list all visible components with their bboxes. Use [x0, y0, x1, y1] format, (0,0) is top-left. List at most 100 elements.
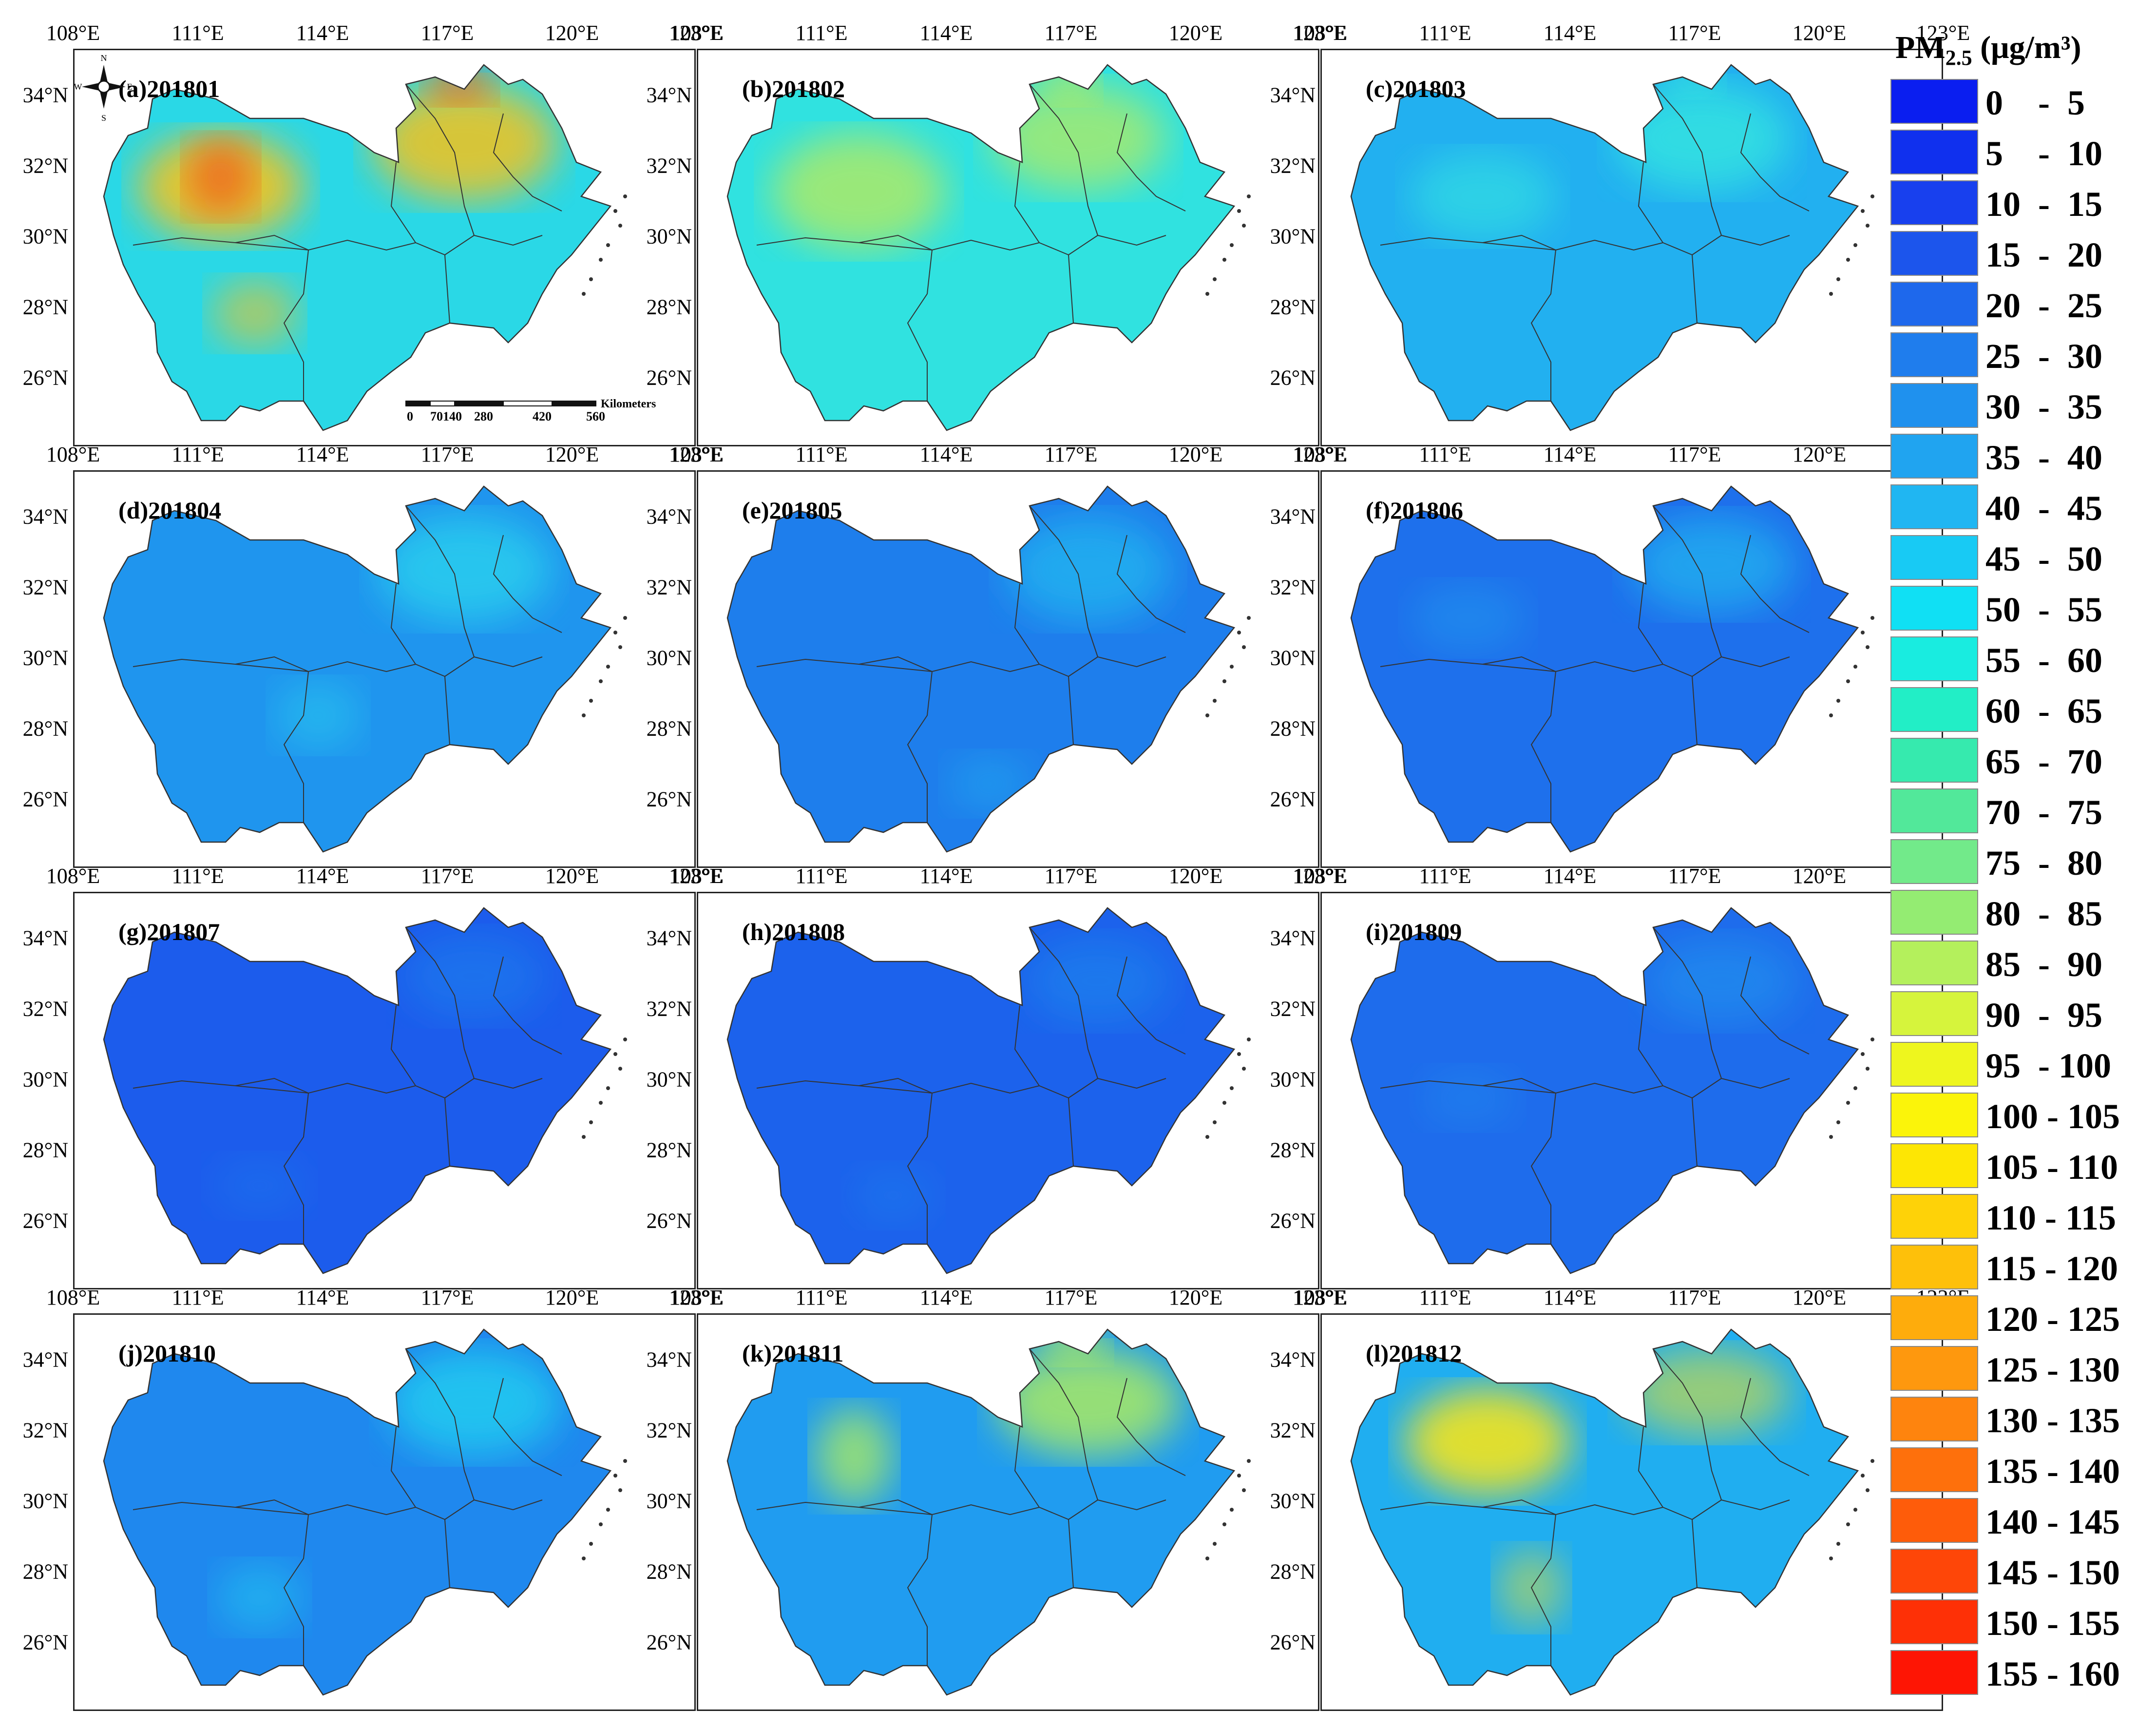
island-mark [1213, 277, 1217, 281]
lon-tick-label: 108°E [1293, 442, 1348, 466]
legend-item: 135 - 140 [1890, 1446, 2144, 1493]
legend-swatch [1890, 941, 1978, 985]
island-mark [618, 1067, 622, 1071]
pm25-hotspot [216, 1563, 304, 1632]
island-mark [1242, 1067, 1246, 1071]
legend-item: 10 - 15 [1890, 179, 2144, 226]
island-mark [582, 1135, 586, 1139]
island-mark [599, 679, 603, 683]
pm25-hotspot [1025, 937, 1171, 1025]
pm25-hotspot [377, 516, 552, 623]
legend-label: 95 - 100 [1985, 1046, 2111, 1085]
province-border [907, 1514, 933, 1666]
legend-swatch [1890, 1042, 1978, 1087]
map-svg [726, 485, 1251, 853]
island-mark [1866, 1488, 1870, 1492]
legend-swatch [1890, 586, 1978, 631]
lon-tick-label: 120°E [1168, 1286, 1223, 1309]
panel-label: (l)201812 [1366, 1340, 1462, 1367]
island-mark [1237, 209, 1241, 213]
legend-item: 100 - 105 [1890, 1092, 2144, 1138]
legend-label: 110 - 115 [1985, 1198, 2117, 1237]
island-mark [1222, 679, 1226, 683]
lon-tick-label: 117°E [1668, 21, 1721, 45]
island-mark [1866, 224, 1870, 228]
map-panel: (h)201808 [697, 892, 1319, 1289]
region-outline [1350, 1328, 1859, 1696]
pm25-surface [104, 1329, 611, 1695]
lat-tick-label: 34°N [22, 1347, 68, 1372]
lon-tick-label: 117°E [1668, 442, 1721, 466]
island-mark [1836, 1120, 1840, 1124]
island-mark [1247, 1459, 1251, 1463]
pm25-surface [1351, 486, 1858, 852]
province-border [1482, 1082, 1693, 1098]
island-mark [623, 194, 627, 198]
legend-label: 135 - 140 [1985, 1452, 2120, 1491]
province-border [1116, 113, 1186, 211]
lat-tick-label: 34°N [22, 504, 68, 529]
lat-tick-label: 34°N [1270, 926, 1316, 950]
island-mark [1247, 616, 1251, 620]
island-mark [1846, 679, 1850, 683]
lon-axis: 108°E 111°E 114°E 117°E 120°E 123°E [46, 864, 726, 893]
lon-axis: 108°E 111°E 114°E 117°E 120°E 123°E [670, 1285, 1350, 1314]
pm25-surface [727, 486, 1234, 852]
legend-item: 120 - 125 [1890, 1294, 2144, 1341]
province-border [283, 250, 309, 401]
province-border [1068, 1097, 1074, 1167]
pm25-hotspot [401, 932, 547, 1020]
island-mark [1213, 1542, 1217, 1546]
pm25-hotspot [1643, 937, 1799, 1025]
map-panel: (e)201805 [697, 470, 1319, 868]
legend-swatch [1890, 1295, 1978, 1340]
pm25-surface [727, 1329, 1234, 1695]
pm25-hotspot [1410, 584, 1526, 652]
lat-tick-label: 30°N [1270, 1067, 1316, 1092]
panel-label: (b)201802 [742, 75, 845, 102]
pm25-hotspot [1614, 84, 1790, 192]
compass-e: E [127, 82, 133, 92]
legend-item: 115 - 120 [1890, 1244, 2144, 1290]
scale-unit-label: Kilometers [601, 399, 656, 410]
lon-tick-label: 114°E [296, 21, 349, 45]
region-outline [1350, 907, 1859, 1274]
lon-tick-label: 123°E [668, 1286, 723, 1309]
compass-s: S [101, 113, 106, 123]
lon-tick-label: 108°E [669, 1286, 724, 1309]
island-mark [623, 1037, 627, 1041]
lat-tick-label: 26°N [1270, 1209, 1316, 1233]
lat-tick-label: 28°N [1270, 1138, 1316, 1162]
legend-title-main: PM [1895, 30, 1946, 65]
province-border [1653, 505, 1722, 657]
lat-tick-label: 28°N [22, 716, 68, 741]
lon-tick-label: 123°E [1292, 864, 1347, 888]
lat-tick-label: 28°N [646, 1559, 692, 1584]
island-mark [1861, 1052, 1865, 1056]
legend-swatch [1890, 890, 1978, 935]
legend-label: 90 - 95 [1985, 996, 2102, 1035]
region-outline [726, 907, 1236, 1274]
lon-tick-label: 108°E [46, 1286, 100, 1309]
island-mark [599, 1101, 603, 1105]
lon-tick-label: 114°E [296, 442, 349, 466]
province-border [1638, 583, 1663, 665]
legend-label: 70 - 75 [1985, 793, 2102, 832]
lon-tick-label: 123°E [668, 864, 723, 888]
island-mark [1222, 1522, 1226, 1526]
province-border [444, 1097, 450, 1167]
map-svg [726, 907, 1251, 1274]
legend-swatch [1890, 1498, 1978, 1543]
lat-tick-label: 26°N [22, 1209, 68, 1233]
region-outline [103, 64, 612, 431]
province-border [444, 254, 450, 324]
province-border [1692, 1097, 1698, 1167]
lat-tick-label: 32°N [22, 997, 68, 1021]
island-mark [623, 1459, 627, 1463]
lon-tick-label: 108°E [1293, 21, 1348, 45]
province-border [859, 239, 1069, 255]
lat-tick-label: 30°N [646, 1489, 692, 1513]
lat-tick-label: 26°N [1270, 1630, 1316, 1654]
island-mark [606, 243, 610, 247]
lon-tick-label: 123°E [668, 21, 723, 45]
